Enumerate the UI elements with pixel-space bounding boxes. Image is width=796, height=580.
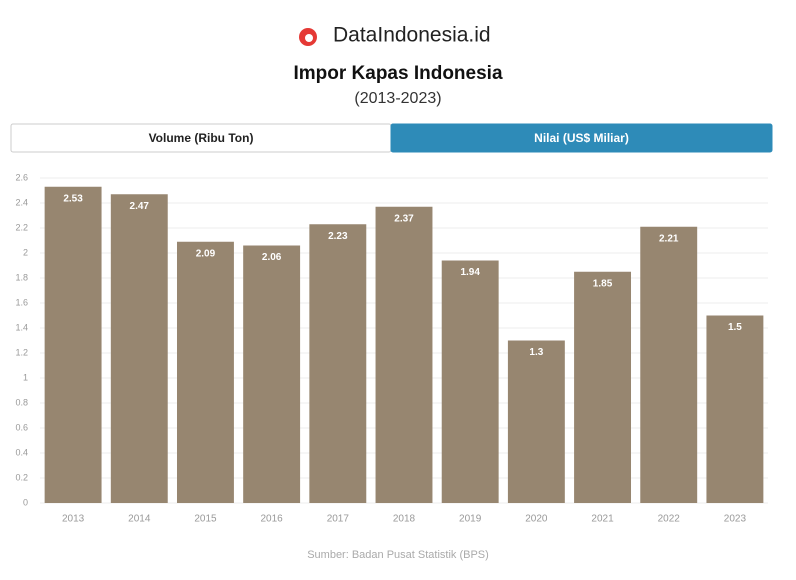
tab-label[interactable]: Volume (Ribu Ton) [149,131,254,145]
value-label: 2.53 [63,193,83,204]
bar [706,315,764,503]
y-tick-label: 2 [23,247,28,257]
value-label: 1.94 [460,267,480,278]
logo [299,28,317,46]
tabs: Volume (Ribu Ton) Nilai (US$ Miliar) [10,123,773,153]
plot: 0 0.2 0.4 0.6 0.8 1 1.2 1.4 1.6 1.8 2 2.2 2.4 2.6 2013… [15,172,768,525]
bar [44,186,102,503]
y-tick-label: 2.4 [15,197,28,207]
tab-label[interactable]: Nilai (US$ Miliar) [534,131,629,145]
bar [176,241,234,503]
x-tick-label: 2022 [658,514,681,525]
y-tick-label: 1.8 [15,272,28,282]
tab[interactable] [390,123,773,153]
bar [507,340,565,503]
y-tick-label: 0.2 [15,472,28,482]
x-tick-label: 2013 [62,514,85,525]
y-tick-label: 0.6 [15,422,28,432]
x-tick-label: 2021 [591,514,614,525]
value-label: 2.06 [262,252,282,263]
x-tick-label: 2015 [194,514,217,525]
bar [309,224,367,503]
chart-subtitle: (2013-2023) [354,90,441,107]
y-tick-label: 1.4 [15,322,28,332]
value-label: 1.3 [529,347,543,358]
y-tick-label: 1.6 [15,297,28,307]
value-label: 1.85 [593,278,613,289]
x-tick-label: 2017 [327,514,350,525]
y-tick-label: 0 [23,497,28,507]
source: Sumber: Badan Pusat Statistik (BPS) [307,549,489,561]
value-label: 1.5 [728,322,742,333]
value-label: 2.47 [130,201,150,212]
y-tick-label: 0.4 [15,447,28,457]
bar [640,226,698,503]
y-tick-label: 0.8 [15,397,28,407]
y-tick-label: 1 [23,372,28,382]
value-label: 2.09 [196,248,216,259]
bar [441,260,499,503]
x-tick-label: 2020 [525,514,548,525]
logo-icon-inner [305,34,313,42]
y-tick-label: 2.6 [15,172,28,182]
x-tick-label: 2016 [261,514,284,525]
value-label: 2.37 [394,213,414,224]
x-tick-label: 2023 [724,514,747,525]
value-label: 2.23 [328,231,348,242]
x-tick-label: 2019 [459,514,482,525]
bar [243,245,301,503]
bar [574,271,632,503]
x-tick-label: 2014 [128,514,151,525]
brand: DataIndonesia.id [333,24,491,47]
chart-title: Impor Kapas Indonesia [293,63,502,84]
x-tick-label: 2018 [393,514,416,525]
y-tick-label: 1.2 [15,347,28,357]
value-label: 2.21 [659,233,679,244]
y-tick-label: 2.2 [15,222,28,232]
bar [375,206,433,503]
bar [110,194,168,503]
